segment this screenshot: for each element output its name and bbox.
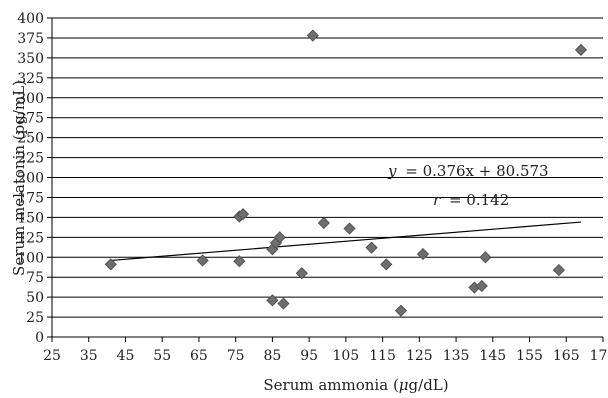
x-tick-label-9: 115: [369, 348, 396, 364]
x-tick-label-6: 85: [263, 348, 281, 364]
data-point-21: [553, 265, 564, 276]
data-point-9: [278, 298, 289, 309]
x-axis-title-suffix: g/dL): [409, 376, 449, 394]
r-var: r: [433, 191, 441, 209]
y-tick-label-2: 50: [26, 290, 44, 306]
y-tick-label-1: 25: [26, 310, 44, 326]
y-axis-title: Serum melatonin (pg/mL): [10, 80, 28, 276]
r-value-text: = 0.142: [449, 191, 509, 209]
data-point-17: [418, 249, 429, 260]
data-point-8: [267, 295, 278, 306]
x-tick-label-12: 145: [479, 348, 506, 364]
x-tick-label-1: 35: [80, 348, 98, 364]
x-tick-label-3: 55: [153, 348, 171, 364]
data-point-13: [344, 223, 355, 234]
data-point-14: [366, 242, 377, 253]
x-tick-label-2: 45: [117, 348, 135, 364]
r-annotation: r = 0.142: [433, 191, 509, 209]
x-tick-label-11: 135: [443, 348, 470, 364]
data-point-16: [395, 305, 406, 316]
x-tick-label-13: 155: [516, 348, 543, 364]
x-tick-label-0: 25: [43, 348, 61, 364]
data-point-15: [381, 259, 392, 270]
data-point-22: [575, 44, 586, 55]
x-tick-label-10: 125: [406, 348, 433, 364]
x-tick-labels: 25 35 45 55 65 75 85 95 105 115 125 135 145 155 165 175: [43, 348, 608, 364]
y-tick-label-3: 75: [26, 270, 44, 286]
data-point-1: [197, 255, 208, 266]
y-tick-label-15: 375: [17, 31, 44, 47]
x-tick-label-8: 105: [332, 348, 359, 364]
x-tick-label-4: 65: [190, 348, 208, 364]
equation-text: = 0.376x + 80.573: [405, 162, 548, 180]
x-axis-title-mu: μ: [399, 376, 409, 394]
axes: [47, 18, 603, 342]
x-axis-title: Serum ammonia (μg/dL): [263, 376, 448, 394]
equation-annotation: y = 0.376x + 80.573: [387, 162, 549, 180]
x-tick-label-7: 95: [300, 348, 318, 364]
x-tick-label-5: 75: [227, 348, 245, 364]
y-tick-label-14: 350: [17, 51, 44, 67]
equation-y-var: y: [387, 162, 397, 180]
x-tick-label-14: 165: [553, 348, 580, 364]
x-tick-label-15: 175: [590, 348, 608, 364]
data-point-20: [480, 252, 491, 263]
y-tick-label-16: 400: [17, 11, 44, 27]
x-axis-title-prefix: Serum ammonia (: [263, 376, 398, 394]
data-point-11: [307, 30, 318, 41]
y-tick-label-0: 0: [35, 330, 44, 346]
data-point-12: [318, 217, 329, 228]
